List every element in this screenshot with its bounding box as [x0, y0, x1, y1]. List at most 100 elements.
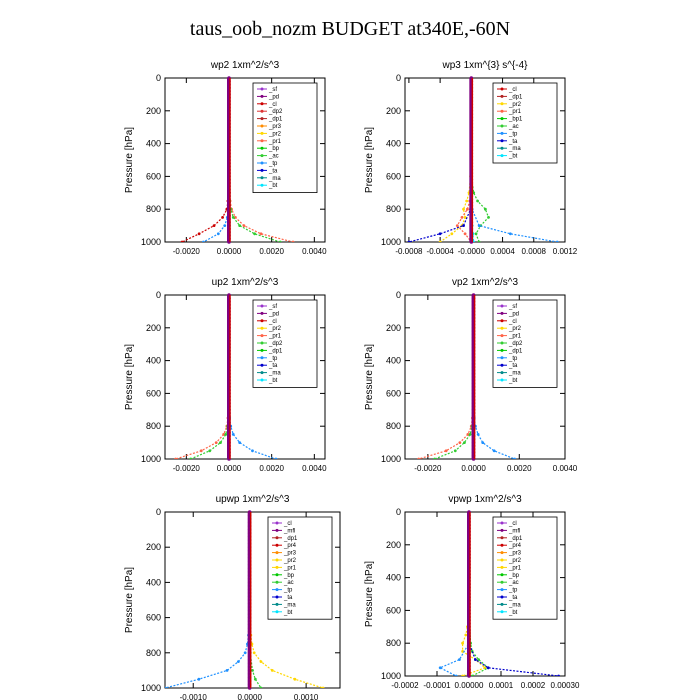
x-tick-label: 0.0040: [302, 247, 327, 256]
legend-marker: [275, 551, 279, 555]
legend-marker: [500, 311, 504, 315]
x-tick-label: 0.0000: [217, 464, 242, 473]
legend-marker: [260, 311, 264, 315]
legend-entry: _tp: [508, 588, 518, 594]
legend-entry: _cl: [508, 319, 517, 325]
y-tick-label: 0: [396, 73, 401, 83]
data-point: [231, 433, 235, 436]
legend-entry: _ac: [283, 580, 294, 586]
plot-frame: [164, 77, 326, 243]
legend-marker: [500, 602, 504, 606]
data-point: [477, 224, 481, 228]
data-point: [238, 224, 242, 228]
y-tick-label: 200: [146, 323, 161, 333]
legend-marker: [260, 378, 264, 382]
data-point: [212, 224, 216, 228]
chart-panel-1: wp3 1xm^{3} s^{-4} Pressure [hPa] 0 200 400 6…: [364, 60, 578, 256]
legend-entry: _bt: [508, 610, 518, 616]
legend-marker: [500, 146, 504, 150]
data-point: [251, 669, 254, 672]
legend-marker: [260, 131, 264, 135]
legend-marker: [260, 304, 264, 308]
legend-entry: _dp1: [508, 94, 523, 100]
series-line-pr1: [175, 295, 230, 459]
data-point: [278, 240, 282, 242]
data-point: [455, 224, 459, 228]
legend-entry: _cl: [283, 521, 292, 527]
y-axis-label: Pressure [hPa]: [124, 344, 135, 410]
data-point: [224, 433, 228, 436]
x-tick-label: 0.00030: [551, 681, 580, 690]
x-tick-label: 0.0040: [553, 464, 578, 473]
data-point: [483, 207, 487, 211]
legend-marker: [260, 117, 264, 121]
legend-marker: [260, 176, 264, 180]
legend-marker: [500, 131, 504, 135]
x-tick-label: -0.0004: [427, 247, 455, 256]
plot-frame: [164, 294, 326, 460]
y-tick-label: 800: [146, 421, 161, 431]
legend-entry: _ta: [268, 363, 278, 369]
data-point: [174, 457, 178, 459]
data-point: [477, 658, 480, 661]
legend-marker: [260, 356, 264, 360]
legend-entry: _tp: [508, 131, 518, 137]
chart-title: wp2 1xm^2/s^3: [210, 60, 280, 71]
y-tick-label: 800: [146, 204, 161, 214]
x-tick-label: 0.0000: [461, 464, 486, 473]
legend-marker: [260, 161, 264, 165]
y-tick-label: 600: [386, 605, 401, 615]
legend-marker: [500, 363, 504, 367]
legend-entry: _dp1: [268, 348, 283, 354]
legend-entry: _bp: [268, 146, 280, 152]
data-point: [461, 641, 464, 645]
legend-entry: _pr1: [508, 109, 522, 115]
y-tick-label: 0: [156, 290, 161, 300]
data-point: [477, 240, 481, 242]
legend-entry: _ma: [283, 602, 296, 608]
legend-marker: [275, 588, 279, 592]
data-point: [407, 240, 411, 242]
legend-marker: [500, 87, 504, 91]
legend-entry: _pr3: [508, 551, 522, 557]
y-tick-label: 600: [146, 613, 161, 623]
x-tick-label: 0.0000: [237, 693, 262, 700]
legend-entry: _pr1: [283, 565, 297, 571]
data-point: [208, 449, 212, 453]
x-tick-label: 0.00000: [455, 681, 484, 690]
legend-marker: [500, 326, 504, 330]
legend-entry: _cl: [508, 521, 517, 527]
legend-entry: _ta: [508, 139, 518, 145]
legend-marker: [260, 326, 264, 330]
data-point: [466, 433, 470, 436]
data-point: [438, 240, 442, 242]
legend-entry: _ac: [508, 580, 519, 586]
chart-title: wp3 1xm^{3} s^{-4}: [442, 60, 529, 71]
legend-marker: [500, 356, 504, 360]
data-point: [463, 232, 467, 236]
data-point: [222, 433, 226, 436]
data-point: [508, 232, 512, 236]
x-tick-label: -0.0008: [395, 247, 423, 256]
legend-entry: _bt: [508, 154, 518, 160]
y-tick-label: 600: [386, 388, 401, 398]
legend-entry: _cl: [508, 87, 517, 93]
legend-entry: _cl: [268, 102, 277, 108]
data-point: [463, 441, 466, 444]
data-point: [251, 449, 254, 453]
legend-marker: [500, 536, 504, 540]
legend-marker: [500, 565, 504, 569]
legend-entry: _dp1: [508, 348, 523, 354]
data-point: [243, 651, 247, 655]
x-tick-label: -0.0020: [173, 247, 201, 256]
y-tick-label: 800: [386, 421, 401, 431]
legend-entry: _bt: [268, 378, 278, 384]
data-point: [274, 457, 278, 459]
legend-marker: [260, 146, 264, 150]
legend-entry: _pr2: [508, 326, 522, 332]
legend-marker: [275, 536, 279, 540]
legend-marker: [275, 602, 279, 606]
legend-entry: _ma: [268, 371, 281, 377]
chart-panel-3: vp2 1xm^2/s^3 Pressure [hPa] 0 200 400 600 800…: [364, 277, 578, 473]
